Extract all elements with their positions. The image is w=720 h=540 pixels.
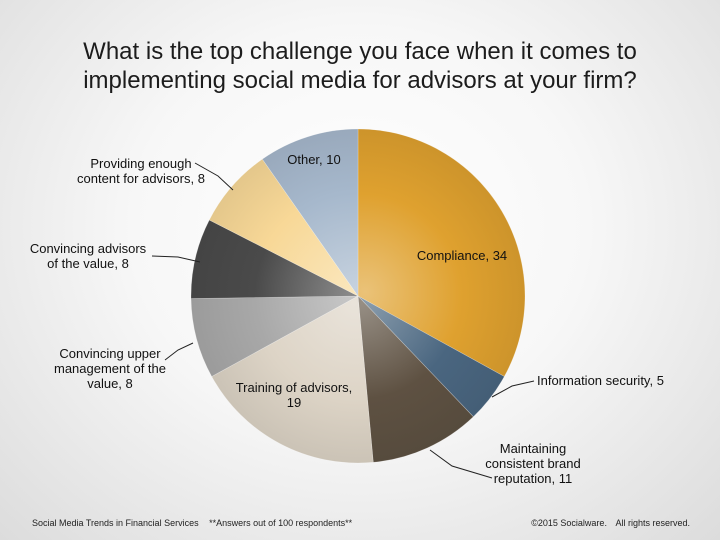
slices-layer: [190, 128, 526, 464]
chart-title-line-2: implementing social media for advisors a…: [83, 67, 637, 94]
leader-line-information-security: [491, 380, 535, 398]
pie-slice-convincing-upper-management-of-the-value: [190, 295, 359, 377]
footer-copyright: ©2015 Socialware. All rights reserved.: [531, 518, 690, 528]
slice-label-line: of the value, 8: [47, 256, 129, 271]
slice-label-line: 19: [287, 395, 301, 410]
footer-source: Social Media Trends in Financial Service…: [32, 518, 352, 528]
leader-line-maintaining-consistent-brand-reputation: [429, 449, 493, 479]
pie-slice-convincing-advisors-of-the-value: [190, 219, 359, 299]
slice-label-other: Other, 10: [287, 152, 340, 167]
pie-slice-compliance: [357, 128, 526, 377]
pie-slice-maintaining-consistent-brand-reputation: [357, 295, 474, 463]
footer-respondents-note: **Answers out of 100 respondents**: [209, 518, 353, 528]
slice-label-line: Convincing advisors: [30, 241, 147, 256]
leader-line-convincing-upper-management-of-the-value: [164, 342, 194, 361]
slice-label-information-security: Information security, 5: [537, 373, 664, 388]
pie-slice-information-security: [357, 295, 505, 418]
labels-layer: Compliance, 34 Information security, 5 Mai…: [30, 152, 664, 486]
leader-line-providing-enough-content-for-advisors: [194, 162, 234, 191]
slice-label-line: management of the: [54, 361, 166, 376]
chart-title-line-1: What is the top challenge you face when …: [83, 38, 637, 65]
slice-label-convincing-upper-management-of-the-value: Convincing upper management of the value, …: [54, 346, 166, 391]
slice-label-line: Other, 10: [287, 152, 340, 167]
pie-slice-training-of-advisors: [211, 295, 374, 464]
footer-copyright-text: ©2015 Socialware.: [531, 518, 607, 528]
slice-label-compliance: Compliance, 34: [417, 248, 507, 263]
slice-label-line: Providing enough: [90, 156, 191, 171]
slice-label-line: content for advisors, 8: [77, 171, 205, 186]
slice-label-line: Training of advisors,: [236, 380, 353, 395]
footer-rights-text: All rights reserved.: [615, 518, 690, 528]
slice-label-training-of-advisors: Training of advisors, 19: [236, 380, 353, 410]
pie-slice-providing-enough-content-for-advisors: [208, 158, 359, 297]
chart-title: What is the top challenge you face when …: [40, 37, 680, 95]
slice-label-maintaining-consistent-brand-reputation: Maintaining consistent brand reputation, 1…: [485, 441, 580, 486]
footer-source-text: Social Media Trends in Financial Service…: [32, 518, 199, 528]
slice-label-line: reputation, 11: [494, 471, 573, 486]
slice-label-line: Information security, 5: [537, 373, 664, 388]
slice-label-line: Compliance, 34: [417, 248, 507, 263]
leader-line-convincing-advisors-of-the-value: [151, 255, 201, 263]
slice-label-line: Maintaining: [500, 441, 567, 456]
leader-lines-layer: [151, 162, 535, 479]
slice-label-line: consistent brand: [485, 456, 580, 471]
pie-slice-other: [261, 128, 359, 297]
slice-label-providing-enough-content-for-advisors: Providing enough content for advisors, 8: [77, 156, 205, 186]
slice-label-line: Convincing upper: [59, 346, 161, 361]
slice-label-line: value, 8: [87, 376, 133, 391]
slice-label-convincing-advisors-of-the-value: Convincing advisors of the value, 8: [30, 241, 147, 271]
